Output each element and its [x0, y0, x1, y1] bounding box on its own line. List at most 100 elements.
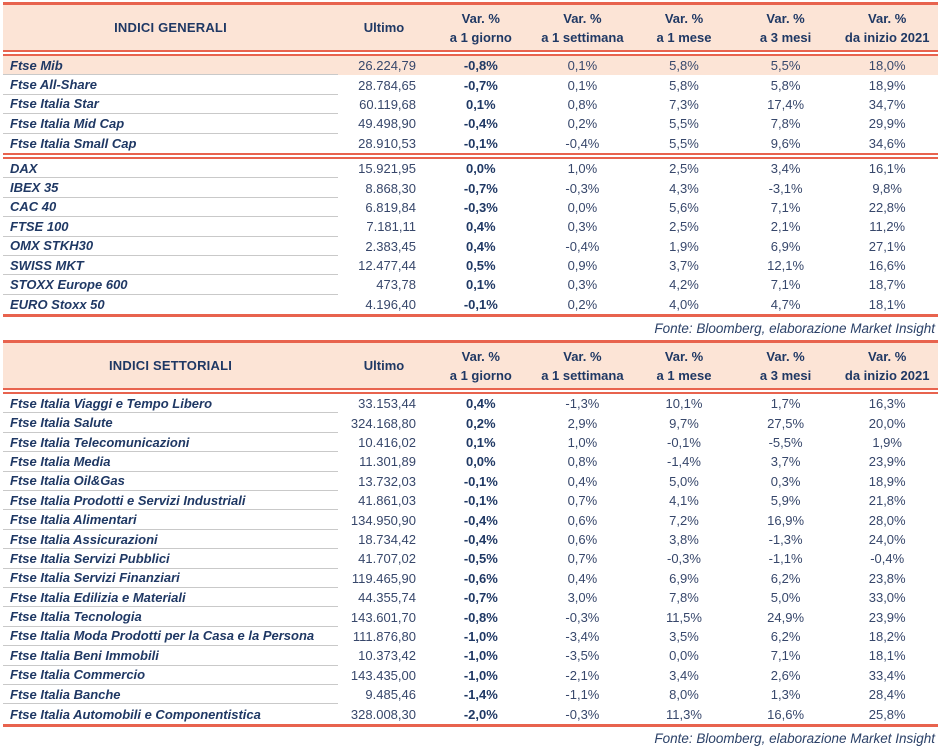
column-header-var-1-settimana: Var. % a 1 settimana [532, 343, 634, 388]
table-row: Ftse Italia Telecomunicazioni 10.416,02 0,… [3, 433, 938, 453]
var-1m-value: -1,4% [667, 454, 701, 470]
var-1d-value: -0,7% [463, 590, 498, 606]
table-row: Ftse Italia Moda Prodotti per la Casa e … [3, 627, 938, 647]
index-name: Ftse Italia Edilizia e Materiali [3, 588, 338, 608]
var-ytd-value: 23,9% [868, 454, 906, 470]
table-row: OMX STKH30 2.383,45 0,4% -0,4% 1,9% 6,9% 27,1% [3, 237, 938, 256]
header-double-rule [3, 50, 938, 56]
var-1m-value: 6,9% [669, 570, 699, 586]
var-3m-value: 4,7% [770, 296, 801, 312]
ultimo-value: 7.181,11 [366, 219, 416, 235]
var-1m-value: 0,0% [669, 648, 699, 664]
column-header-line1: Var. % [766, 10, 805, 26]
var-ytd-value: 20,0% [868, 415, 906, 431]
var-1d-value: -0,4% [463, 512, 498, 528]
var-1d-value: -2,0% [463, 706, 498, 722]
index-name: Ftse Italia Viaggi e Tempo Libero [3, 394, 338, 414]
index-name: Ftse Italia Mid Cap [3, 114, 338, 134]
var-3m-value: 16,9% [767, 512, 805, 528]
column-header-line1: Var. % [563, 10, 602, 26]
var-1w-value: -1,1% [565, 687, 600, 703]
italy-indices-rows: Ftse Mib 26.224,79 -0,8% 0,1% 5,8% 5,5% 18,0% F… [3, 56, 938, 153]
var-1w-value: -2,1% [565, 667, 600, 683]
var-1d-value: 0,4% [465, 396, 496, 412]
index-name: Ftse Italia Beni Immobili [3, 646, 338, 666]
var-1d-value: -0,4% [463, 532, 498, 547]
var-3m-value: -1,3% [768, 532, 803, 547]
table-row: Ftse Italia Commercio 143.435,00 -1,0% -2,1… [3, 666, 938, 685]
index-name: Ftse Italia Automobili e Componentistica [10, 706, 261, 722]
var-3m-value: 16,6% [767, 706, 805, 722]
var-1d-value: -0,8% [463, 609, 498, 625]
source-note-general: Fonte: Bloomberg, elaborazione Market In… [654, 321, 935, 337]
var-1w-value: 0,4% [567, 570, 598, 586]
var-ytd-value: 33,4% [868, 667, 906, 683]
var-ytd-value: 25,8% [868, 706, 906, 722]
table-row: Ftse Italia Tecnologia 143.601,70 -0,8% -0,… [3, 607, 938, 627]
var-ytd-value: 18,0% [868, 58, 906, 74]
var-ytd-value: 18,1% [868, 648, 906, 664]
var-1w-value: 0,9% [567, 258, 598, 274]
general-indices-header-row: INDICI GENERALI Ultimo Var. % a 1 giorno… [3, 5, 938, 50]
index-name: Ftse All-Share [3, 75, 338, 95]
table-row: Ftse Italia Servizi Finanziari 119.465,90… [3, 569, 938, 588]
var-3m-value: 9,6% [770, 135, 801, 151]
var-1m-value: 10,1% [665, 396, 703, 412]
table-row: Ftse Italia Mid Cap 49.498,90 -0,4% 0,2% 5,5… [3, 114, 938, 134]
table-row: Ftse Mib 26.224,79 -0,8% 0,1% 5,8% 5,5% 18,0% [3, 56, 938, 76]
var-1m-value: 4,1% [669, 493, 699, 509]
column-header-var-1-mese: Var. % a 1 mese [633, 343, 735, 388]
var-3m-value: 5,5% [770, 58, 801, 74]
var-1d-value: -1,4% [463, 687, 498, 703]
var-1w-value: 0,2% [567, 296, 598, 312]
var-1m-value: 11,3% [666, 706, 702, 722]
var-3m-value: 1,3% [770, 687, 801, 703]
var-1d-value: 0,1% [465, 277, 496, 293]
index-name: DAX [3, 159, 338, 179]
var-ytd-value: 34,7% [868, 96, 906, 112]
ultimo-value: 28.784,65 [358, 77, 416, 93]
column-header-line2: a 1 mese [656, 367, 712, 383]
column-header-line1: Var. % [868, 10, 907, 26]
var-3m-value: 0,3% [770, 473, 801, 489]
var-1d-value: 0,4% [465, 238, 496, 254]
table-row: Ftse Italia Small Cap 28.910,53 -0,1% -0,4%… [3, 134, 938, 153]
column-header-line1: Var. % [461, 10, 500, 26]
ultimo-value: 111.876,80 [352, 628, 416, 644]
var-1w-value: -0,3% [565, 180, 600, 196]
var-3m-value: 6,2% [770, 628, 801, 644]
var-ytd-value: 23,9% [868, 609, 906, 625]
var-1w-value: 0,1% [567, 77, 598, 93]
var-3m-value: -3,1% [768, 180, 803, 196]
var-1m-value: 7,3% [669, 96, 699, 112]
var-1d-value: -0,4% [463, 116, 498, 132]
var-1w-value: 0,3% [567, 277, 598, 293]
column-header-line1: Var. % [563, 348, 602, 364]
ultimo-value: 33.153,44 [358, 396, 416, 412]
var-1w-value: 0,8% [567, 454, 598, 470]
var-1w-value: 0,7% [567, 493, 598, 509]
ultimo-value: 15.921,95 [358, 161, 416, 177]
table-row: IBEX 35 8.868,30 -0,7% -0,3% 4,3% -3,1% 9,8% [3, 178, 938, 198]
column-header-line2: da inizio 2021 [844, 367, 930, 383]
table-row: FTSE 100 7.181,11 0,4% 0,3% 2,5% 2,1% 11,2% [3, 217, 938, 237]
column-header-ultimo: Ultimo [363, 20, 405, 35]
var-1m-value: 1,9% [669, 238, 699, 254]
column-header-var-inizio-2021: Var. % da inizio 2021 [836, 343, 938, 388]
var-1d-value: -0,8% [463, 58, 498, 74]
index-name: Ftse Italia Alimentari [3, 510, 338, 530]
ultimo-value: 328.008,30 [350, 706, 416, 722]
var-3m-value: 7,1% [770, 648, 801, 664]
var-3m-value: -5,5% [768, 435, 803, 451]
index-name: FTSE 100 [3, 217, 338, 237]
index-name: Ftse Italia Servizi Pubblici [3, 549, 338, 569]
var-1w-value: -1,3% [565, 396, 600, 412]
var-1m-value: 3,8% [669, 532, 699, 547]
column-header-var-1-settimana: Var. % a 1 settimana [532, 5, 634, 50]
var-1w-value: -3,5% [565, 648, 600, 664]
var-1m-value: 9,7% [669, 415, 699, 431]
var-1m-value: 3,5% [669, 628, 699, 644]
sector-indices-rows: Ftse Italia Viaggi e Tempo Libero 33.153,… [3, 394, 938, 724]
var-ytd-value: 27,1% [868, 238, 906, 254]
var-1m-value: 5,5% [669, 116, 699, 132]
